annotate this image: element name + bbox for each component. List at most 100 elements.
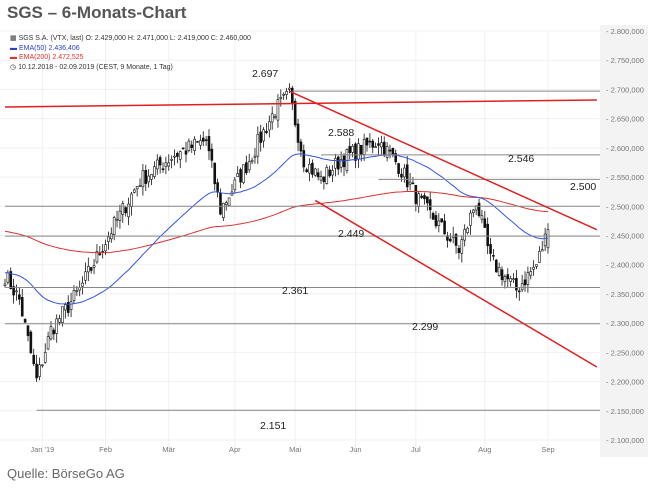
candle-body: [124, 207, 127, 214]
candle-body: [359, 144, 363, 155]
candle-body: [394, 153, 398, 163]
candle-body: [262, 129, 265, 142]
y-tick-label: - 2.100,000: [606, 436, 644, 445]
candle-body: [351, 145, 354, 153]
candle-body: [184, 150, 188, 155]
trendline-channel-top: [289, 90, 598, 231]
candle-body: [348, 146, 352, 153]
candle-body: [270, 113, 274, 123]
candle-body: [153, 166, 156, 177]
candle-body: [158, 157, 162, 166]
candle-body: [494, 259, 498, 273]
candle-body: [477, 202, 481, 216]
source-label: Quelle: BörseGo AG: [7, 466, 125, 481]
candle-body: [52, 329, 56, 335]
chart-legend: ▦ SGS S.A. (VTX, last) O: 2.429,000 H: 2…: [10, 34, 251, 72]
candle-body: [437, 220, 441, 226]
candle-body: [457, 247, 461, 254]
candle-body: [135, 186, 139, 190]
y-tick-label: - 2.650,000: [606, 115, 644, 124]
candle-body: [207, 136, 211, 152]
candle-body: [23, 318, 27, 323]
y-tick-label: - 2.250,000: [606, 348, 644, 357]
candle-body: [222, 203, 225, 219]
candle-body: [104, 244, 107, 252]
y-tick-label: - 2.450,000: [606, 232, 644, 241]
candle-body: [357, 143, 360, 160]
candle-body: [72, 290, 76, 301]
candle-body: [434, 215, 438, 227]
level-label: 2.500: [570, 181, 596, 193]
candle-body: [345, 149, 349, 171]
candle-body: [474, 205, 478, 211]
candle-body: [426, 196, 429, 204]
candle-body: [49, 326, 53, 340]
y-tick-label: - 2.700,000: [606, 85, 644, 94]
candle-body: [118, 210, 122, 221]
candle-body: [147, 175, 150, 183]
candle-body: [227, 197, 231, 206]
candle-body: [233, 179, 237, 191]
candle-body: [538, 251, 541, 263]
candle-body: [540, 249, 544, 252]
candle-body: [497, 267, 501, 276]
date-range: ◷ 10.12.2018 - 02.09.2019 (CEST, 9 Monat…: [10, 63, 251, 73]
candle-body: [517, 290, 521, 293]
candle-body: [512, 278, 515, 281]
candle-body: [492, 255, 495, 257]
legend-ema50-label: EMA(50) 2.436,406: [18, 44, 80, 52]
candle-body: [69, 301, 73, 310]
candle-body: [9, 271, 13, 290]
candle-body: [26, 325, 30, 336]
candle-body: [259, 131, 262, 143]
candle-body: [236, 173, 240, 177]
y-tick-label: - 2.800,000: [606, 27, 644, 36]
level-label: 2.546: [508, 153, 534, 165]
ema200-line: [4, 190, 549, 254]
candle-body: [121, 203, 125, 215]
candle-body: [138, 185, 142, 187]
candle-body: [87, 266, 90, 273]
candle-body: [503, 276, 507, 283]
y-tick-label: - 2.600,000: [606, 144, 644, 153]
candle-body: [279, 96, 283, 99]
candle-body: [380, 142, 383, 148]
candle-body: [155, 159, 159, 170]
candle-body: [32, 354, 36, 365]
candle-body: [489, 244, 492, 254]
candle-body: [460, 239, 464, 254]
candle-body: [81, 282, 84, 287]
candle-body: [196, 141, 199, 143]
candle-body: [107, 236, 110, 242]
candle-body: [130, 193, 133, 208]
candle-body: [161, 168, 165, 171]
candle-body: [388, 149, 392, 152]
candle-body: [397, 163, 400, 174]
candle-body: [193, 138, 196, 151]
candle-body: [509, 278, 512, 282]
candle-body: [253, 155, 257, 158]
candle-body: [64, 304, 67, 311]
legend-ema200-label: EMA(200) 2.472,525: [18, 54, 84, 61]
candle-body: [6, 272, 10, 283]
candle-body: [443, 220, 446, 235]
candle-body: [247, 161, 251, 171]
candle-body: [371, 140, 375, 148]
candle-body: [526, 272, 530, 285]
candle-body: [316, 172, 320, 178]
candle-body: [46, 336, 50, 350]
candle-body: [302, 150, 306, 168]
legend-ema200: ▬ EMA(200) 2.472,525: [10, 54, 84, 61]
y-axis-panel: [600, 25, 648, 457]
clock-icon: ◷: [10, 63, 17, 71]
candle-body: [483, 218, 487, 228]
candle-body: [500, 269, 504, 280]
candle-body: [15, 290, 18, 293]
candle-body: [385, 146, 389, 158]
candle-body: [535, 264, 538, 267]
level-label: 2.588: [328, 127, 354, 139]
y-tick-label: - 2.200,000: [606, 378, 644, 387]
candle-body: [449, 238, 452, 242]
candle-body: [339, 159, 343, 168]
